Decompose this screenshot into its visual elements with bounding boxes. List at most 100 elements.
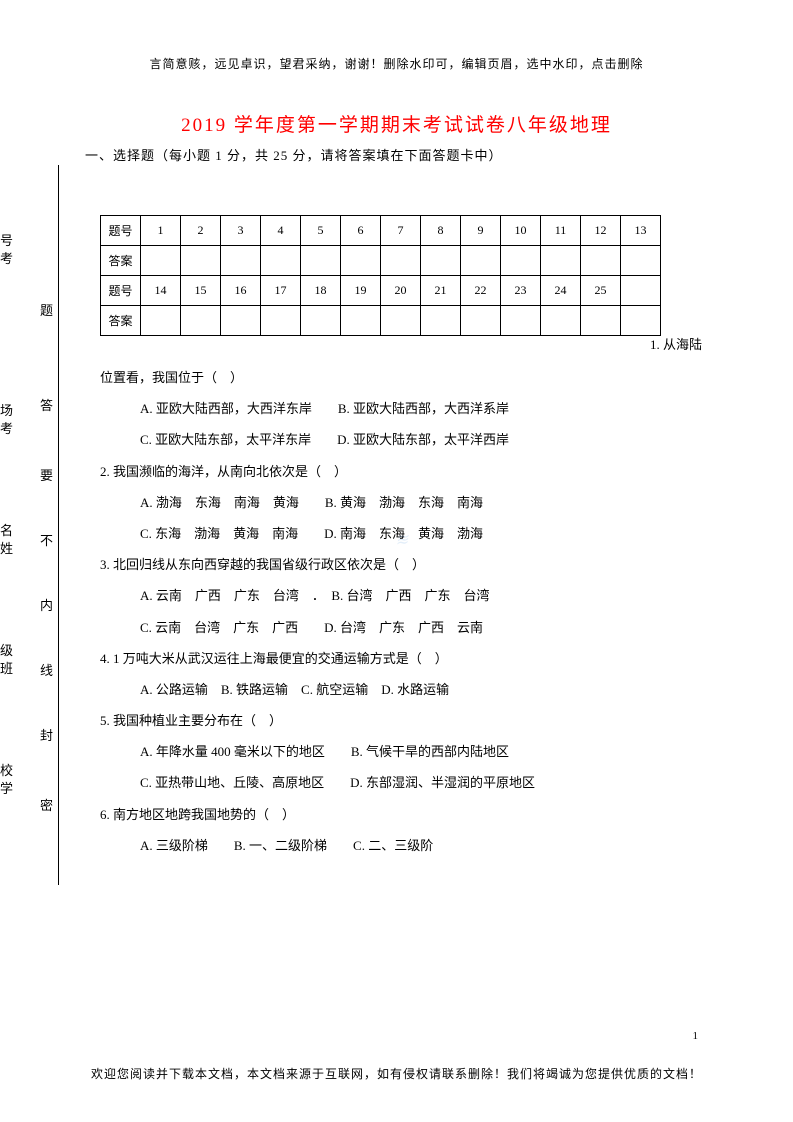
side-char: 要: [40, 465, 53, 484]
row-label: 答案: [101, 306, 141, 336]
row-label: 题号: [101, 276, 141, 306]
answer-cell: [181, 306, 221, 336]
answer-cell: [221, 306, 261, 336]
answer-cell: [621, 246, 661, 276]
side-char: 考: [0, 248, 13, 267]
answer-cell: [221, 246, 261, 276]
side-char: 封: [40, 725, 53, 744]
footer-note: 欢迎您阅读并下载本文档，本文档来源于互联网，如有侵权请联系删除！我们将竭诚为您提…: [0, 1065, 793, 1082]
qnum-cell: 3: [221, 216, 261, 246]
qnum-cell: 20: [381, 276, 421, 306]
side-char: 考: [0, 418, 13, 437]
row-label: 答案: [101, 246, 141, 276]
side-char: 答: [40, 395, 53, 414]
question-options: A. 公路运输 B. 铁路运输 C. 航空运输 D. 水路运输: [100, 674, 713, 705]
qnum-cell: 16: [221, 276, 261, 306]
side-char: 名: [0, 520, 13, 539]
qnum-cell: 9: [461, 216, 501, 246]
table-row: 答案: [101, 246, 661, 276]
qnum-cell: 12: [581, 216, 621, 246]
qnum-cell: [621, 276, 661, 306]
question-text: 3. 北回归线从东向西穿越的我国省级行政区依次是（ ）: [100, 549, 713, 580]
answer-cell: [341, 306, 381, 336]
answer-cell: [421, 306, 461, 336]
table-row: 题号 1 2 3 4 5 6 7 8 9 10 11 12 13: [101, 216, 661, 246]
answer-cell: [301, 246, 341, 276]
answer-cell: [261, 246, 301, 276]
qnum-cell: 23: [501, 276, 541, 306]
question-options: C. 亚欧大陆东部，太平洋东岸 D. 亚欧大陆东部，太平洋西岸: [100, 424, 713, 455]
exam-title: 2019 学年度第一学期期末考试试卷八年级地理: [0, 110, 793, 137]
side-char: 学: [0, 778, 13, 797]
answer-cell: [381, 246, 421, 276]
question-options: C. 亚热带山地、丘陵、高原地区 D. 东部湿润、半湿润的平原地区: [100, 767, 713, 798]
side-char: 号: [0, 230, 13, 249]
side-char: 不: [40, 530, 53, 549]
qnum-cell: 15: [181, 276, 221, 306]
answer-cell: [461, 306, 501, 336]
answer-cell: [421, 246, 461, 276]
answer-cell: [261, 306, 301, 336]
table-row: 题号 14 15 16 17 18 19 20 21 22 23 24 25: [101, 276, 661, 306]
answer-cell: [541, 246, 581, 276]
row-label: 题号: [101, 216, 141, 246]
answer-cell: [141, 306, 181, 336]
question-text: 位置看，我国位于（ ）: [100, 362, 713, 393]
answer-cell: [501, 246, 541, 276]
side-char: 场: [0, 400, 13, 419]
questions-block: 位置看，我国位于（ ） A. 亚欧大陆西部，大西洋东岸 B. 亚欧大陆西部，大西…: [100, 362, 713, 861]
question-options: A. 云南 广西 广东 台湾 ． B. 台湾 广西 广东 台湾: [100, 580, 713, 611]
qnum-cell: 5: [301, 216, 341, 246]
table-row: 答案: [101, 306, 661, 336]
qnum-cell: 14: [141, 276, 181, 306]
qnum-cell: 22: [461, 276, 501, 306]
answer-cell: [581, 246, 621, 276]
question-options: A. 渤海 东海 南海 黄海 B. 黄海 渤海 东海 南海: [100, 487, 713, 518]
qnum-cell: 2: [181, 216, 221, 246]
answer-cell: [181, 246, 221, 276]
side-char: 级: [0, 640, 13, 659]
question-options: A. 三级阶梯 B. 一、二级阶梯 C. 二、三级阶: [100, 830, 713, 861]
answer-cell: [621, 306, 661, 336]
qnum-cell: 18: [301, 276, 341, 306]
question-options: A. 亚欧大陆西部，大西洋东岸 B. 亚欧大陆西部，大西洋系岸: [100, 393, 713, 424]
side-char: 内: [40, 595, 53, 614]
question-options: A. 年降水量 400 毫米以下的地区 B. 气候干旱的西部内陆地区: [100, 736, 713, 767]
side-char: 校: [0, 760, 13, 779]
page-number: 1: [693, 1030, 699, 1042]
answer-cell: [581, 306, 621, 336]
qnum-cell: 8: [421, 216, 461, 246]
side-char: 密: [40, 795, 53, 814]
answer-cell: [341, 246, 381, 276]
qnum-cell: 13: [621, 216, 661, 246]
side-char: 线: [40, 660, 53, 679]
qnum-cell: 11: [541, 216, 581, 246]
side-char: 班: [0, 658, 13, 677]
side-char: 题: [40, 300, 53, 319]
qnum-cell: 4: [261, 216, 301, 246]
section-header: 一、选择题（每小题 1 分，共 25 分，请将答案填在下面答题卡中）: [85, 145, 503, 164]
qnum-cell: 7: [381, 216, 421, 246]
answer-cell: [301, 306, 341, 336]
question-text: 6. 南方地区地跨我国地势的（ ）: [100, 799, 713, 830]
qnum-cell: 25: [581, 276, 621, 306]
qnum-cell: 24: [541, 276, 581, 306]
question-text: 4. 1 万吨大米从武汉运往上海最便宜的交通运输方式是（ ）: [100, 643, 713, 674]
question-text: 2. 我国濒临的海洋，从南向北依次是（ ）: [100, 456, 713, 487]
question-options: C. 云南 台湾 广东 广西 D. 台湾 广东 广西 云南: [100, 612, 713, 643]
question-text: 5. 我国种植业主要分布在（ ）: [100, 705, 713, 736]
answer-table: 题号 1 2 3 4 5 6 7 8 9 10 11 12 13 答案 题号 1…: [100, 215, 661, 336]
answer-cell: [381, 306, 421, 336]
answer-cell: [501, 306, 541, 336]
question-options: C. 东海 渤海 黄海 南海 D. 南海 东海 黄海 渤海: [100, 518, 713, 549]
side-char: 姓: [0, 538, 13, 557]
qnum-cell: 6: [341, 216, 381, 246]
header-note: 言简意赅，远见卓识，望君采纳，谢谢！删除水印可，编辑页眉，选中水印，点击删除: [0, 55, 793, 72]
side-labels: 题答要不内线封密 号考场考名姓级班校学: [0, 170, 60, 870]
answer-cell: [541, 306, 581, 336]
qnum-cell: 17: [261, 276, 301, 306]
q1-intro: 1. 从海陆: [650, 334, 702, 353]
answer-cell: [141, 246, 181, 276]
answer-cell: [461, 246, 501, 276]
qnum-cell: 19: [341, 276, 381, 306]
